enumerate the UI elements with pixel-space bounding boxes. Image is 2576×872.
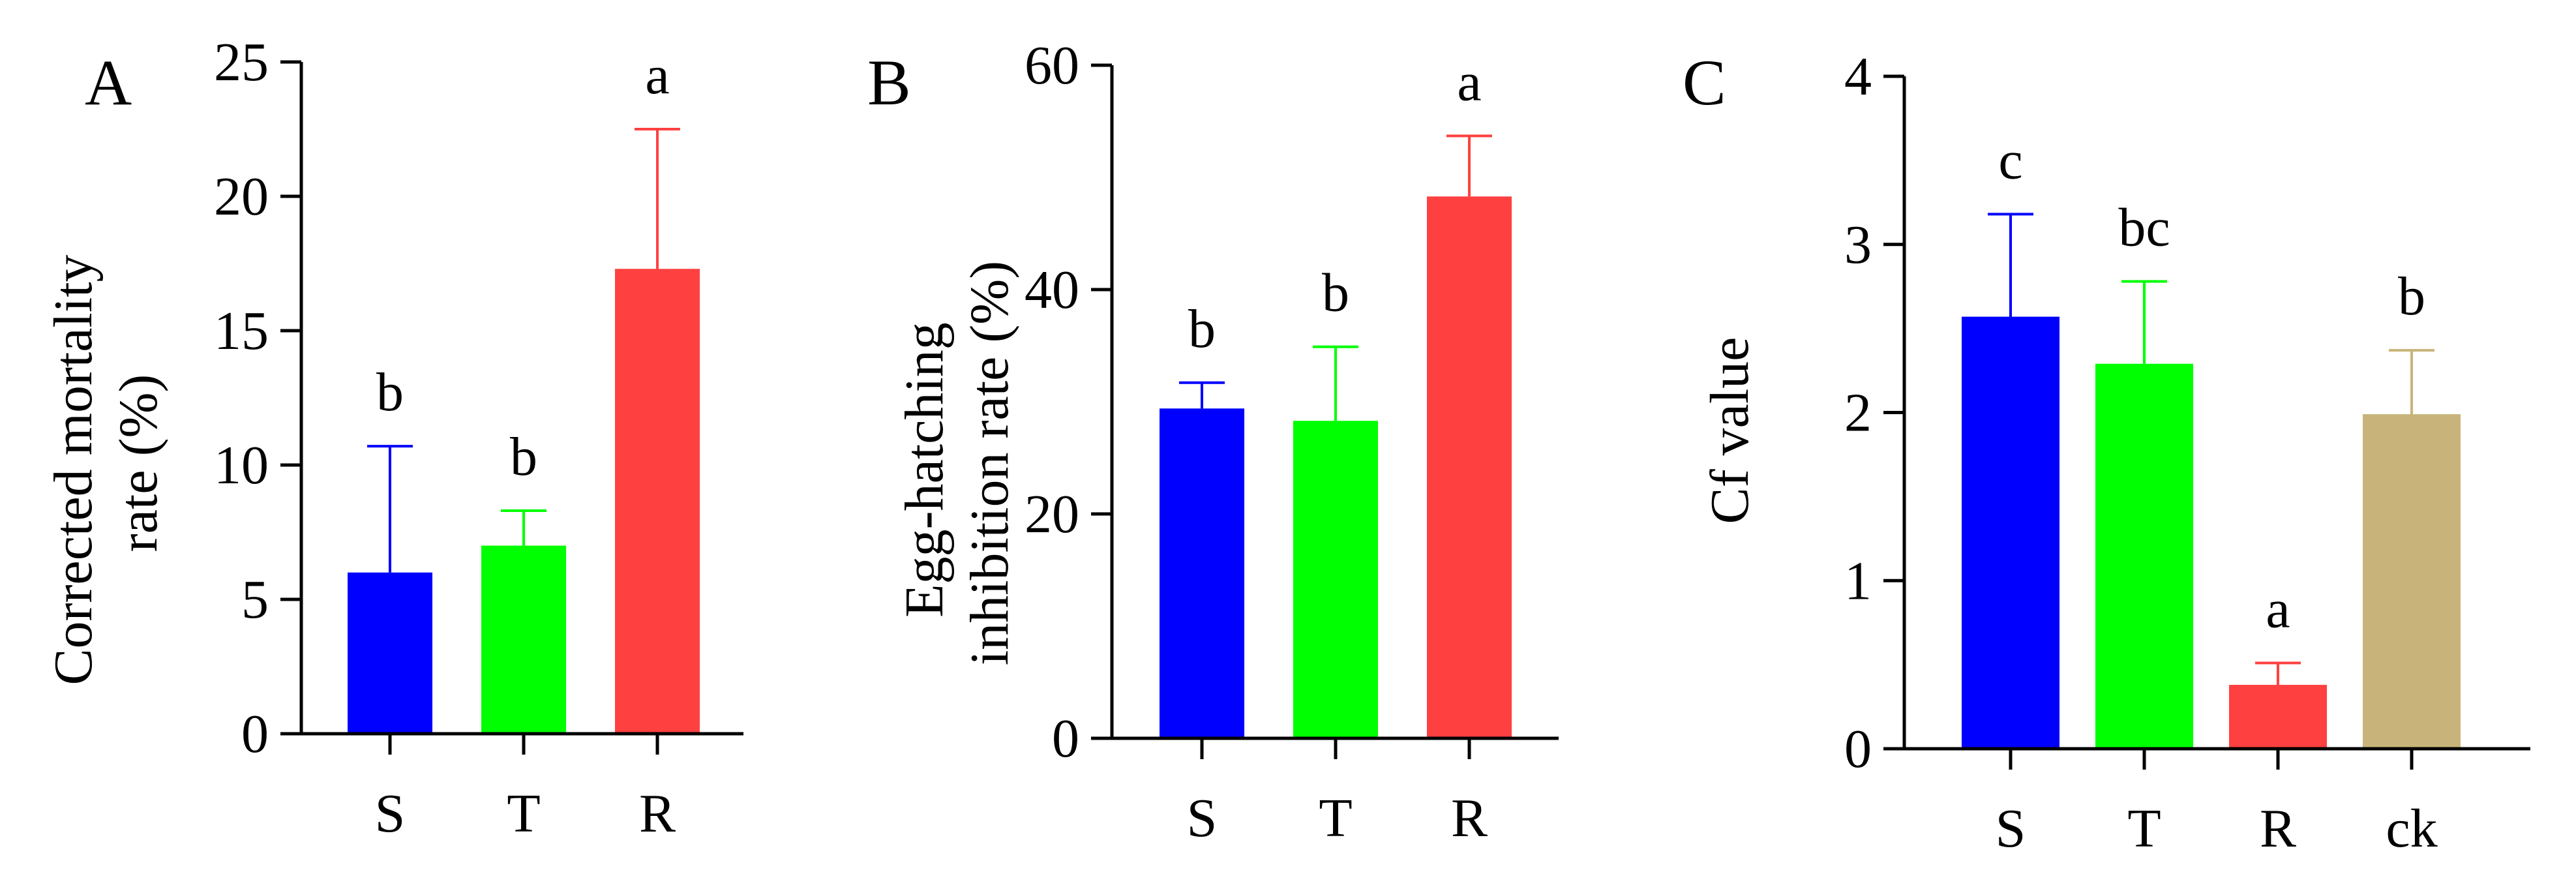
significance-label-b-s: b bbox=[1188, 299, 1216, 359]
category-label-a-s: S bbox=[375, 783, 406, 844]
panel-letter-c: C bbox=[1683, 46, 1726, 119]
y-tick-label-b-0: 0 bbox=[1052, 708, 1079, 769]
y-axis-label-b: Egg-hatching inhibition rate (%) bbox=[894, 261, 1020, 665]
bar-a-t bbox=[481, 545, 566, 734]
panel-letter-b: B bbox=[867, 46, 911, 119]
y-axis-label-a-line-2: rate (%) bbox=[108, 374, 169, 552]
y-axis-label-a-line-1: Corrected mortality bbox=[43, 254, 104, 685]
category-label-c-r: R bbox=[2260, 798, 2296, 859]
y-tick-label-b-1: 20 bbox=[1025, 484, 1079, 545]
y-tick-label-a-5: 25 bbox=[214, 32, 269, 93]
category-label-c-t: T bbox=[2127, 798, 2161, 859]
category-label-b-s: S bbox=[1187, 788, 1218, 849]
y-axis-label-a: Corrected mortality rate (%) bbox=[43, 241, 169, 685]
y-tick-label-b-3: 60 bbox=[1025, 35, 1079, 96]
y-tick-label-c-3: 3 bbox=[1844, 215, 1872, 275]
y-tick-label-c-0: 0 bbox=[1844, 719, 1872, 779]
panel-a: A Corrected mortality rate (%) b Sb Ta R 0 5 1… bbox=[43, 32, 743, 844]
bar-a-r bbox=[615, 269, 700, 734]
significance-label-a-r: a bbox=[645, 45, 669, 106]
y-tick-label-c-2: 2 bbox=[1844, 383, 1872, 444]
significance-label-b-r: a bbox=[1457, 52, 1481, 112]
bar-c-t bbox=[2095, 363, 2193, 749]
bar-b-s bbox=[1160, 408, 1244, 738]
bar-c-ck bbox=[2363, 414, 2461, 749]
bar-b-r bbox=[1427, 196, 1512, 738]
category-label-b-r: R bbox=[1451, 788, 1488, 849]
y-tick-label-c-1: 1 bbox=[1844, 550, 1872, 611]
y-tick-label-a-0: 0 bbox=[241, 704, 269, 764]
panel-letter-a: A bbox=[85, 46, 132, 119]
category-label-b-t: T bbox=[1319, 788, 1352, 849]
bar-a-s bbox=[348, 572, 432, 734]
bar-b-t bbox=[1293, 421, 1378, 738]
y-axis-label-c: Cf value bbox=[1700, 337, 1760, 524]
significance-label-b-t: b bbox=[1322, 263, 1349, 323]
y-tick-label-c-4: 4 bbox=[1844, 46, 1872, 107]
category-label-a-r: R bbox=[639, 783, 676, 844]
significance-label-a-t: b bbox=[510, 427, 537, 487]
panel-b: B Egg-hatching inhibition rate (%) b Sb Ta… bbox=[867, 35, 1559, 849]
y-axis-label-b-line-2: inhibition rate (%) bbox=[959, 261, 1020, 665]
bar-c-r bbox=[2229, 685, 2327, 749]
category-label-c-s: S bbox=[1996, 798, 2026, 859]
y-axis-label-b-line-1: Egg-hatching bbox=[894, 322, 955, 618]
category-label-c-ck: ck bbox=[2386, 798, 2437, 859]
significance-label-c-ck: b bbox=[2398, 266, 2425, 327]
category-label-a-t: T bbox=[507, 783, 540, 844]
y-tick-label-a-2: 10 bbox=[214, 435, 269, 496]
significance-label-c-t: bc bbox=[2118, 197, 2170, 258]
panel-c: C Cf value c Sbc Ta Rb ck 0 1 2 3 4 bbox=[1683, 46, 2530, 859]
y-axis-label-c-line-1: Cf value bbox=[1700, 337, 1760, 524]
significance-label-c-s: c bbox=[1998, 130, 2022, 190]
y-tick-label-a-4: 20 bbox=[214, 166, 269, 227]
significance-label-c-r: a bbox=[2266, 579, 2290, 640]
y-tick-label-a-1: 5 bbox=[241, 569, 269, 630]
bar-c-s bbox=[1962, 316, 2059, 749]
significance-label-a-s: b bbox=[376, 362, 404, 423]
y-tick-label-a-3: 15 bbox=[214, 301, 269, 361]
y-tick-label-b-2: 40 bbox=[1025, 260, 1079, 320]
